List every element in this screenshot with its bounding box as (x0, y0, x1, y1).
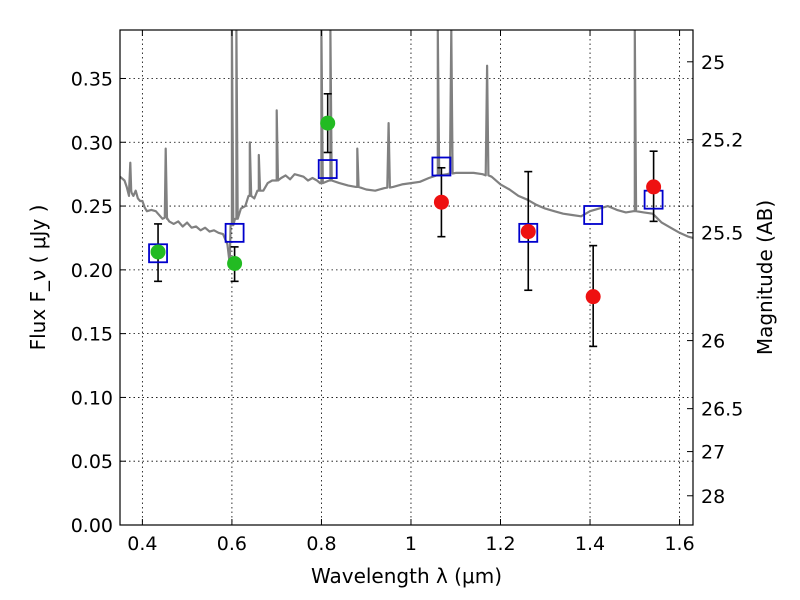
y-axis-label: Flux F_ν ( μJy ) (26, 205, 50, 351)
plot-frame (119, 29, 694, 526)
axis-ticks: 0.4 0.6 0.8 1 1.2 1.4 1.6 0.00 0.05 0.10 0.15 0.20 0… (71, 30, 743, 555)
right-axis-label: Magnitude (AB) (753, 200, 777, 355)
observed-point-green (227, 255, 243, 271)
y-tick-label: 0.10 (71, 387, 113, 409)
data-points (148, 115, 664, 305)
model-photometry-square (148, 243, 168, 264)
x-tick-label: 0.6 (217, 533, 247, 555)
y-tick-label: 0.20 (71, 260, 113, 282)
x-tick-label: 1.2 (485, 533, 515, 555)
right-tick-label: 26 (701, 331, 725, 353)
y-tick-label: 0.30 (71, 132, 113, 154)
model-photometry-square (317, 159, 338, 179)
observed-point-red (646, 179, 662, 195)
x-tick-label: 1 (405, 533, 417, 555)
model-spectrum (120, 30, 693, 265)
grid (120, 30, 693, 526)
observed-point-green (150, 244, 166, 260)
observed-point-green (320, 115, 336, 131)
x-tick-label: 1.6 (664, 533, 694, 555)
right-tick-label: 26.5 (701, 399, 743, 421)
model-photometry-square (224, 222, 245, 243)
y-tick-label: 0.00 (71, 515, 113, 537)
x-tick-label: 0.8 (306, 533, 336, 555)
observed-point-red (585, 289, 601, 305)
y-tick-label: 0.15 (71, 324, 113, 346)
x-axis-label: Wavelength λ (μm) (311, 564, 502, 588)
right-tick-label: 27 (701, 442, 725, 464)
right-tick-label: 25.5 (701, 223, 743, 245)
model-photometry-square (431, 156, 452, 177)
y-tick-label: 0.35 (71, 68, 113, 90)
observed-point-red (520, 224, 536, 240)
y-tick-label: 0.05 (71, 451, 113, 473)
right-tick-label: 25 (701, 52, 725, 74)
error-bars (154, 92, 658, 348)
model-spectrum-line (120, 30, 693, 265)
right-tick-label: 28 (701, 486, 725, 508)
y-tick-label: 0.25 (71, 196, 113, 218)
observed-point-red (433, 194, 449, 210)
right-tick-label: 25.2 (701, 130, 743, 152)
x-tick-label: 0.4 (127, 533, 157, 555)
model-photometry-square (583, 205, 604, 225)
x-tick-label: 1.4 (575, 533, 605, 555)
model-photometry-square (518, 222, 539, 243)
